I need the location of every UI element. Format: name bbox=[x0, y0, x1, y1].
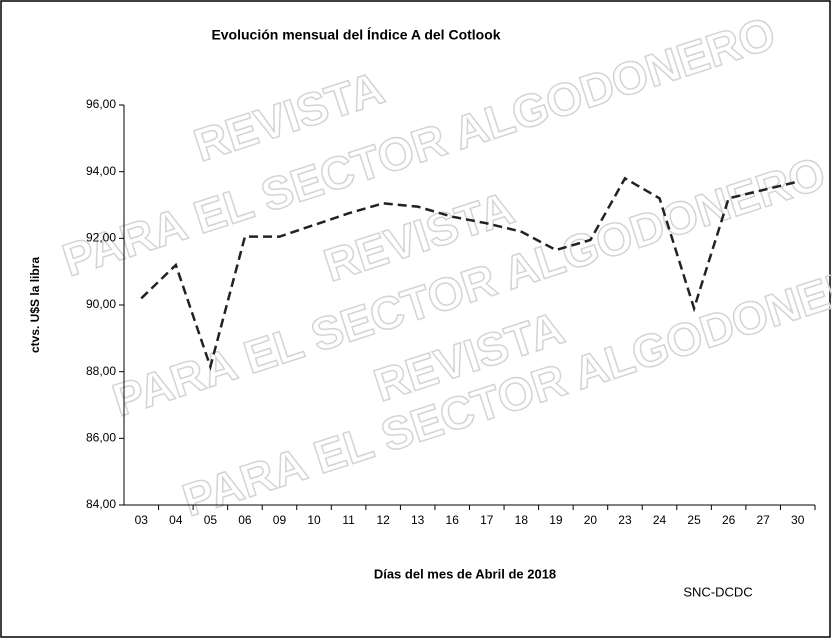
x-tick-label: 11 bbox=[342, 513, 355, 527]
x-tick-label: 10 bbox=[307, 513, 321, 527]
y-axis-label: ctvs. U$S la libra bbox=[28, 257, 42, 353]
x-tick-label: 20 bbox=[584, 513, 598, 527]
y-tick-label: 88,00 bbox=[86, 364, 116, 378]
x-tick-label: 26 bbox=[722, 513, 736, 527]
x-tick-label: 30 bbox=[791, 513, 805, 527]
x-tick-label: 09 bbox=[273, 513, 287, 527]
y-tick-label: 84,00 bbox=[86, 497, 116, 511]
chart-title: Evolución mensual del Índice A del Cotlo… bbox=[211, 27, 500, 43]
x-tick-label: 04 bbox=[169, 513, 183, 527]
x-tick-label: 05 bbox=[204, 513, 218, 527]
x-tick-label: 06 bbox=[238, 513, 252, 527]
y-tick-label: 92,00 bbox=[86, 231, 116, 245]
y-tick-label: 86,00 bbox=[86, 431, 116, 445]
x-axis-label: Días del mes de Abril de 2018 bbox=[374, 566, 556, 581]
x-tick-label: 27 bbox=[756, 513, 770, 527]
data-line bbox=[140, 176, 799, 371]
x-tick-label: 16 bbox=[446, 513, 460, 527]
x-tick-label: 23 bbox=[618, 513, 632, 527]
y-tick-label: 94,00 bbox=[86, 164, 116, 178]
y-tick-label: 96,00 bbox=[86, 97, 116, 111]
x-tick-label: 25 bbox=[687, 513, 701, 527]
source: SNC-DCDC bbox=[683, 584, 752, 599]
x-tick-label: 13 bbox=[411, 513, 425, 527]
x-tick-label: 19 bbox=[549, 513, 563, 527]
x-tick-label: 17 bbox=[480, 513, 494, 527]
x-tick-label: 24 bbox=[653, 513, 667, 527]
x-tick-label: 12 bbox=[376, 513, 390, 527]
x-tick-label: 18 bbox=[515, 513, 529, 527]
x-tick-label: 03 bbox=[135, 513, 149, 527]
y-tick-label: 90,00 bbox=[86, 297, 116, 311]
